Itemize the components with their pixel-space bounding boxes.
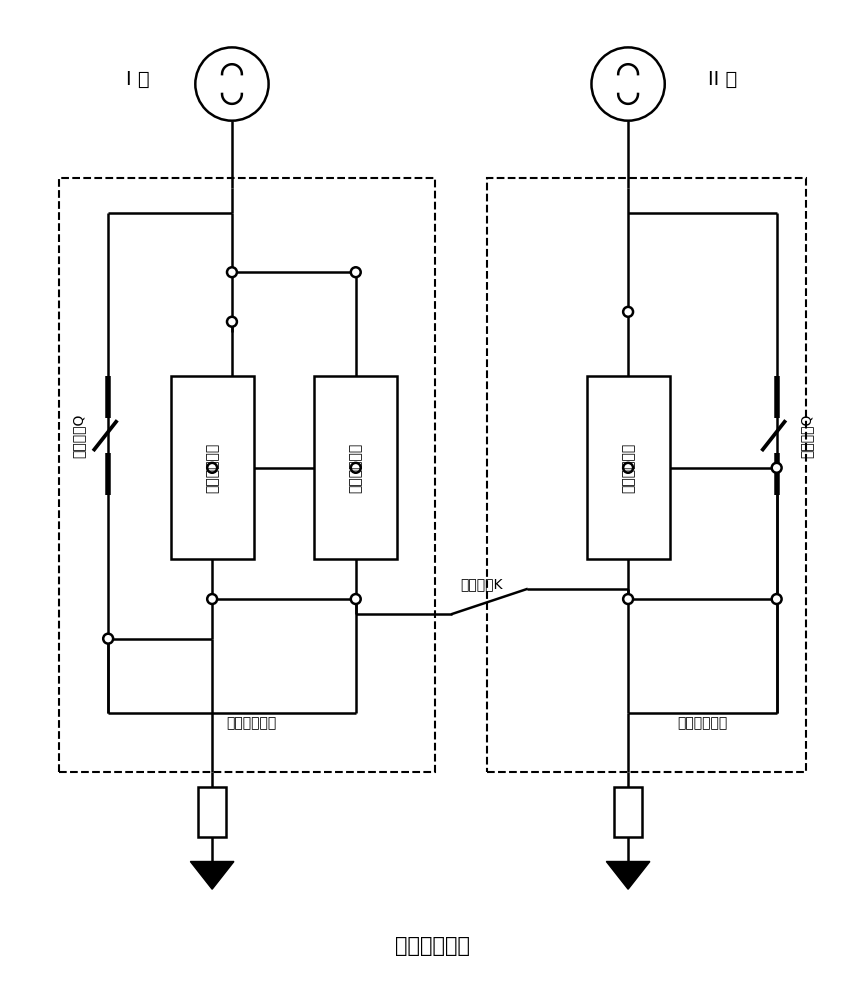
Polygon shape: [606, 861, 650, 889]
Text: 直流合环方式: 直流合环方式: [396, 936, 470, 956]
Circle shape: [196, 47, 268, 121]
Bar: [59, 178, 435, 772]
Circle shape: [624, 463, 633, 473]
Text: 串联耦合单元: 串联耦合单元: [621, 443, 635, 493]
Circle shape: [351, 463, 361, 473]
Text: II 段: II 段: [708, 70, 737, 89]
Text: I 段: I 段: [126, 70, 150, 89]
Bar: [488, 178, 806, 772]
Circle shape: [772, 594, 782, 604]
Text: 旁路开关Q: 旁路开关Q: [71, 413, 86, 458]
Bar: [314, 376, 397, 559]
Text: 串联耦合单元: 串联耦合单元: [205, 443, 219, 493]
Circle shape: [103, 634, 113, 644]
Circle shape: [624, 594, 633, 604]
Text: 并联耦合单元: 并联耦合单元: [349, 443, 363, 493]
Text: 直流输出端口: 直流输出端口: [227, 716, 277, 730]
Bar: [614, 787, 642, 837]
Bar: [586, 376, 669, 559]
Circle shape: [351, 594, 361, 604]
Circle shape: [207, 463, 217, 473]
Polygon shape: [191, 861, 234, 889]
Circle shape: [624, 307, 633, 317]
Bar: [171, 376, 254, 559]
Circle shape: [227, 317, 237, 327]
Circle shape: [227, 267, 237, 277]
Circle shape: [351, 267, 361, 277]
Circle shape: [772, 463, 782, 473]
Bar: [198, 787, 226, 837]
Text: 直流输出端口: 直流输出端口: [677, 716, 727, 730]
Circle shape: [591, 47, 665, 121]
Text: 旁路开关Q: 旁路开关Q: [799, 413, 813, 458]
Circle shape: [207, 594, 217, 604]
Text: 接入开关K: 接入开关K: [461, 577, 503, 591]
